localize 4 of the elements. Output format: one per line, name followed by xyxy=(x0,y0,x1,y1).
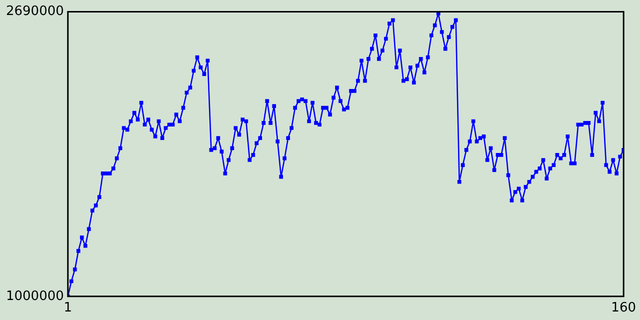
y-tick-label: 1000000 xyxy=(6,288,64,304)
x-tick-label: 1 xyxy=(64,300,72,316)
y-tick-label: 2690000 xyxy=(6,4,64,20)
x-tick-label: 160 xyxy=(611,300,636,316)
